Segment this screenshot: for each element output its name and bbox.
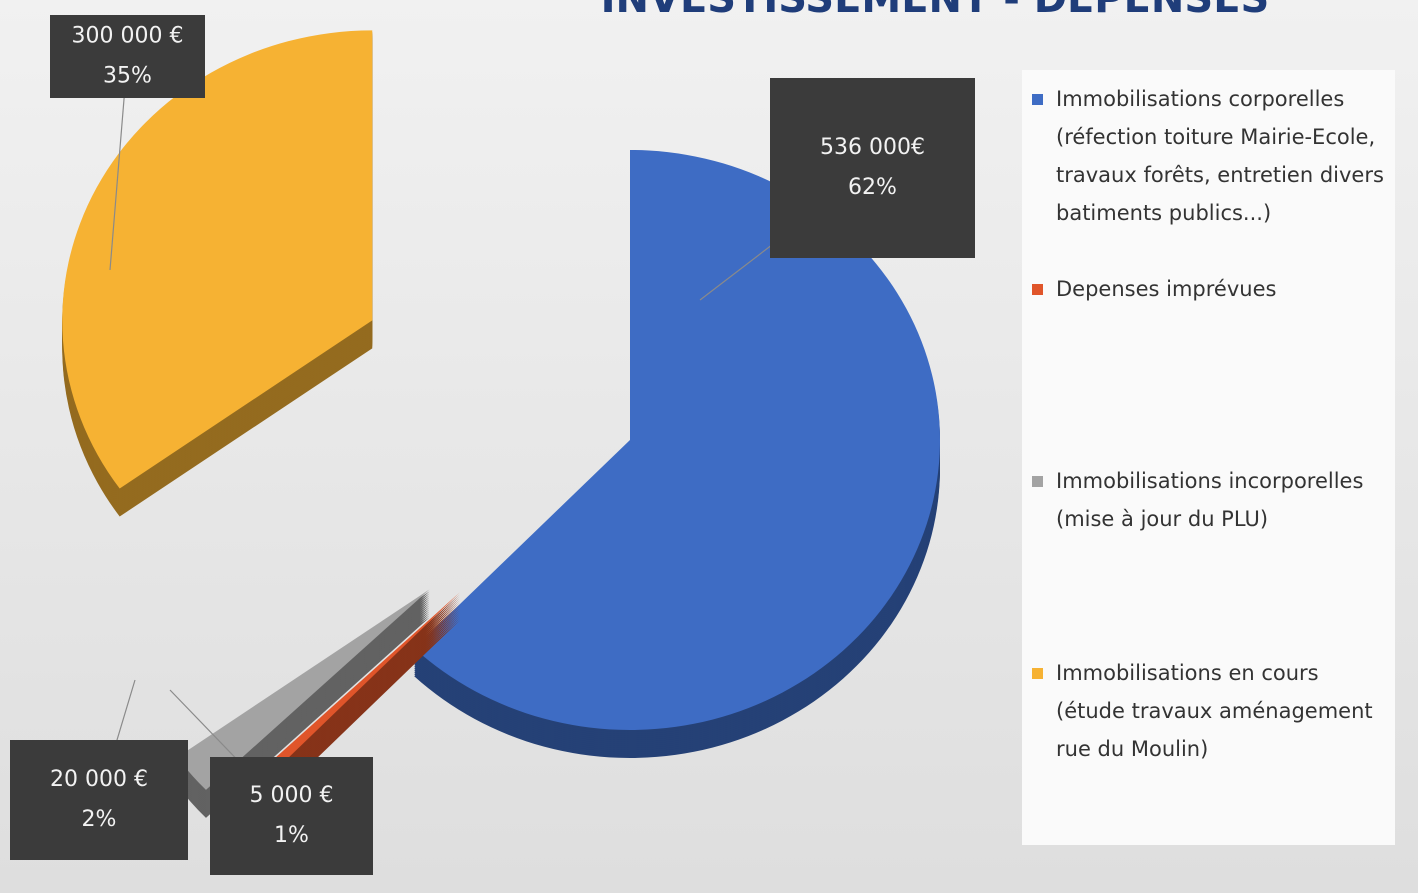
labels: 536 000€ 62% 5 000 € 1% 20 000 € 2% 300 000 € 3… xyxy=(10,15,975,875)
slice xyxy=(236,592,460,801)
value-label: 536 000€ xyxy=(820,135,925,160)
label-box xyxy=(50,15,205,98)
legend-swatch xyxy=(1032,94,1043,105)
chart-title: INVESTISSEMENT - DEPENSES xyxy=(601,0,1270,22)
legend: Immobilisations corporelles (réfection t… xyxy=(1022,70,1395,845)
legend-label: Immobilisations incorporelles (mise à jo… xyxy=(1056,469,1364,531)
legend-entry: Immobilisations incorporelles (mise à jo… xyxy=(1032,462,1384,538)
percent-label: 2% xyxy=(82,807,117,832)
legend-swatch xyxy=(1032,476,1043,487)
legend-label: Immobilisations corporelles (réfection t… xyxy=(1056,87,1384,225)
legend-label: Immobilisations en cours (étude travaux … xyxy=(1056,661,1373,761)
value-label: 5 000 € xyxy=(250,783,334,808)
percent-label: 35% xyxy=(103,64,152,89)
legend-entry: Immobilisations corporelles (réfection t… xyxy=(1032,80,1384,232)
legend-swatch xyxy=(1032,284,1043,295)
legend-swatch xyxy=(1032,668,1043,679)
value-label: 300 000 € xyxy=(72,24,184,49)
slice xyxy=(414,150,940,731)
value-label: 20 000 € xyxy=(50,767,148,792)
legend-entry: Depenses imprévues xyxy=(1032,270,1384,308)
label-box xyxy=(210,757,373,875)
slices xyxy=(62,30,940,829)
legend-entry: Immobilisations en cours (étude travaux … xyxy=(1032,654,1384,768)
label-box xyxy=(770,78,975,258)
slice xyxy=(62,30,373,489)
percent-label: 1% xyxy=(274,823,309,848)
slice xyxy=(177,589,430,790)
label-box xyxy=(10,740,188,860)
percent-label: 62% xyxy=(848,175,897,200)
legend-label: Depenses imprévues xyxy=(1056,277,1277,301)
